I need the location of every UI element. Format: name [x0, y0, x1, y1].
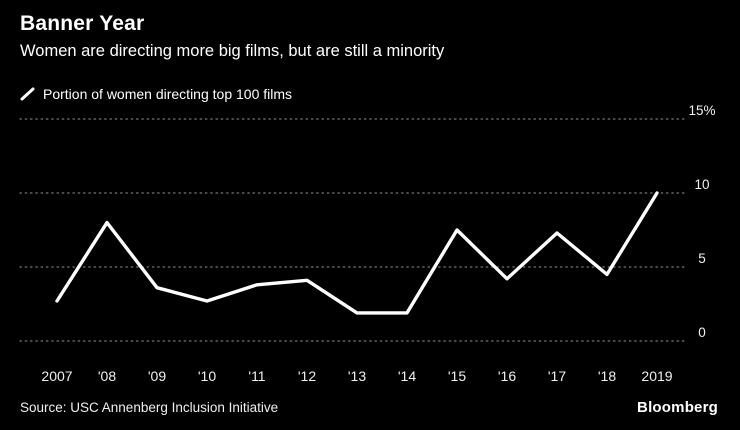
x-tick-label: '17: [548, 368, 566, 384]
chart-title: Banner Year: [20, 12, 145, 35]
series-line: [55, 191, 659, 315]
y-tick-label: 15%: [688, 103, 715, 118]
legend-label: Portion of women directing top 100 films: [43, 86, 293, 102]
y-tick-label: 0: [698, 325, 706, 340]
x-tick-label: '16: [498, 368, 516, 384]
x-tick-label: '09: [148, 368, 166, 384]
x-tick-label: '13: [348, 368, 366, 384]
source-note: Source: USC Annenberg Inclusion Initiati…: [20, 400, 279, 415]
x-tick-label: '08: [98, 368, 116, 384]
x-tick-label: '10: [198, 368, 216, 384]
x-tick-label: '14: [398, 368, 416, 384]
y-tick-label: 10: [694, 177, 709, 192]
x-tick-label: 2007: [41, 368, 72, 384]
bloomberg-logo: Bloomberg: [637, 399, 718, 416]
x-tick-label: '18: [598, 368, 616, 384]
y-tick-label: 5: [698, 251, 706, 266]
x-tick-label: 2019: [641, 368, 672, 384]
chart-subtitle: Women are directing more big films, but …: [20, 42, 445, 60]
x-tick-label: '15: [448, 368, 466, 384]
x-tick-label: '12: [298, 368, 316, 384]
line-series-icon: [20, 87, 35, 101]
x-tick-label: '11: [248, 368, 265, 384]
legend: Portion of women directing top 100 films: [20, 86, 292, 102]
